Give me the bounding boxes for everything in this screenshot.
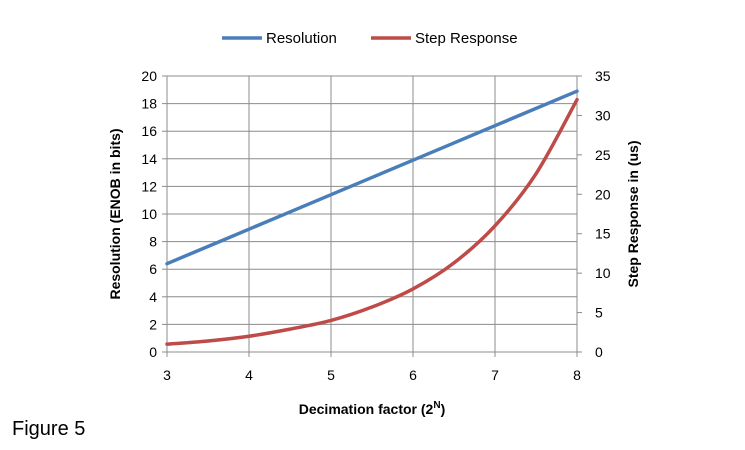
x-tick-label: 8 bbox=[573, 367, 581, 383]
x-tick-label: 4 bbox=[245, 367, 253, 383]
legend: Resolution Step Response bbox=[222, 30, 518, 47]
y-left-tick-label: 8 bbox=[149, 234, 157, 250]
y-left-tick-label: 18 bbox=[141, 96, 157, 112]
y-left-tick-label: 10 bbox=[141, 206, 157, 222]
y-left-tick-label: 16 bbox=[141, 123, 157, 139]
y-left-tick-label: 20 bbox=[141, 68, 157, 84]
y-left-tick-label: 6 bbox=[149, 261, 157, 277]
y-axis-right-title: Step Response in (us) bbox=[625, 140, 641, 287]
y-right-tick-label: 30 bbox=[595, 107, 611, 123]
x-tick-label: 6 bbox=[409, 367, 417, 383]
y-right-tick-label: 20 bbox=[595, 186, 611, 202]
x-tick-label: 7 bbox=[491, 367, 499, 383]
y-right-tick-label: 15 bbox=[595, 226, 611, 242]
y-left-tick-label: 4 bbox=[149, 289, 157, 305]
figure-caption: Figure 5 bbox=[12, 418, 86, 440]
x-tick-label: 3 bbox=[163, 367, 171, 383]
x-axis-title: Decimation factor (2N) bbox=[299, 400, 446, 417]
series-lines bbox=[165, 89, 579, 346]
y-right-tick-label: 35 bbox=[595, 68, 611, 84]
y-left-tick-label: 12 bbox=[141, 178, 157, 194]
y-left-tick-label: 14 bbox=[141, 151, 157, 167]
series-line-resolution bbox=[165, 89, 579, 266]
y-left-tick-label: 0 bbox=[149, 344, 157, 360]
series-line-step-response bbox=[165, 97, 579, 346]
y-left-tick-label: 2 bbox=[149, 316, 157, 332]
legend-label-resolution: Resolution bbox=[266, 30, 337, 47]
x-tick-label: 5 bbox=[327, 367, 335, 383]
y-right-tick-label: 10 bbox=[595, 265, 611, 281]
axes bbox=[162, 75, 582, 357]
y-right-tick-label: 5 bbox=[595, 305, 603, 321]
legend-label-step-response: Step Response bbox=[415, 30, 518, 47]
y-right-tick-label: 25 bbox=[595, 147, 611, 163]
y-right-tick-label: 0 bbox=[595, 344, 603, 360]
y-axis-left-title: Resolution (ENOB in bits) bbox=[107, 128, 123, 299]
